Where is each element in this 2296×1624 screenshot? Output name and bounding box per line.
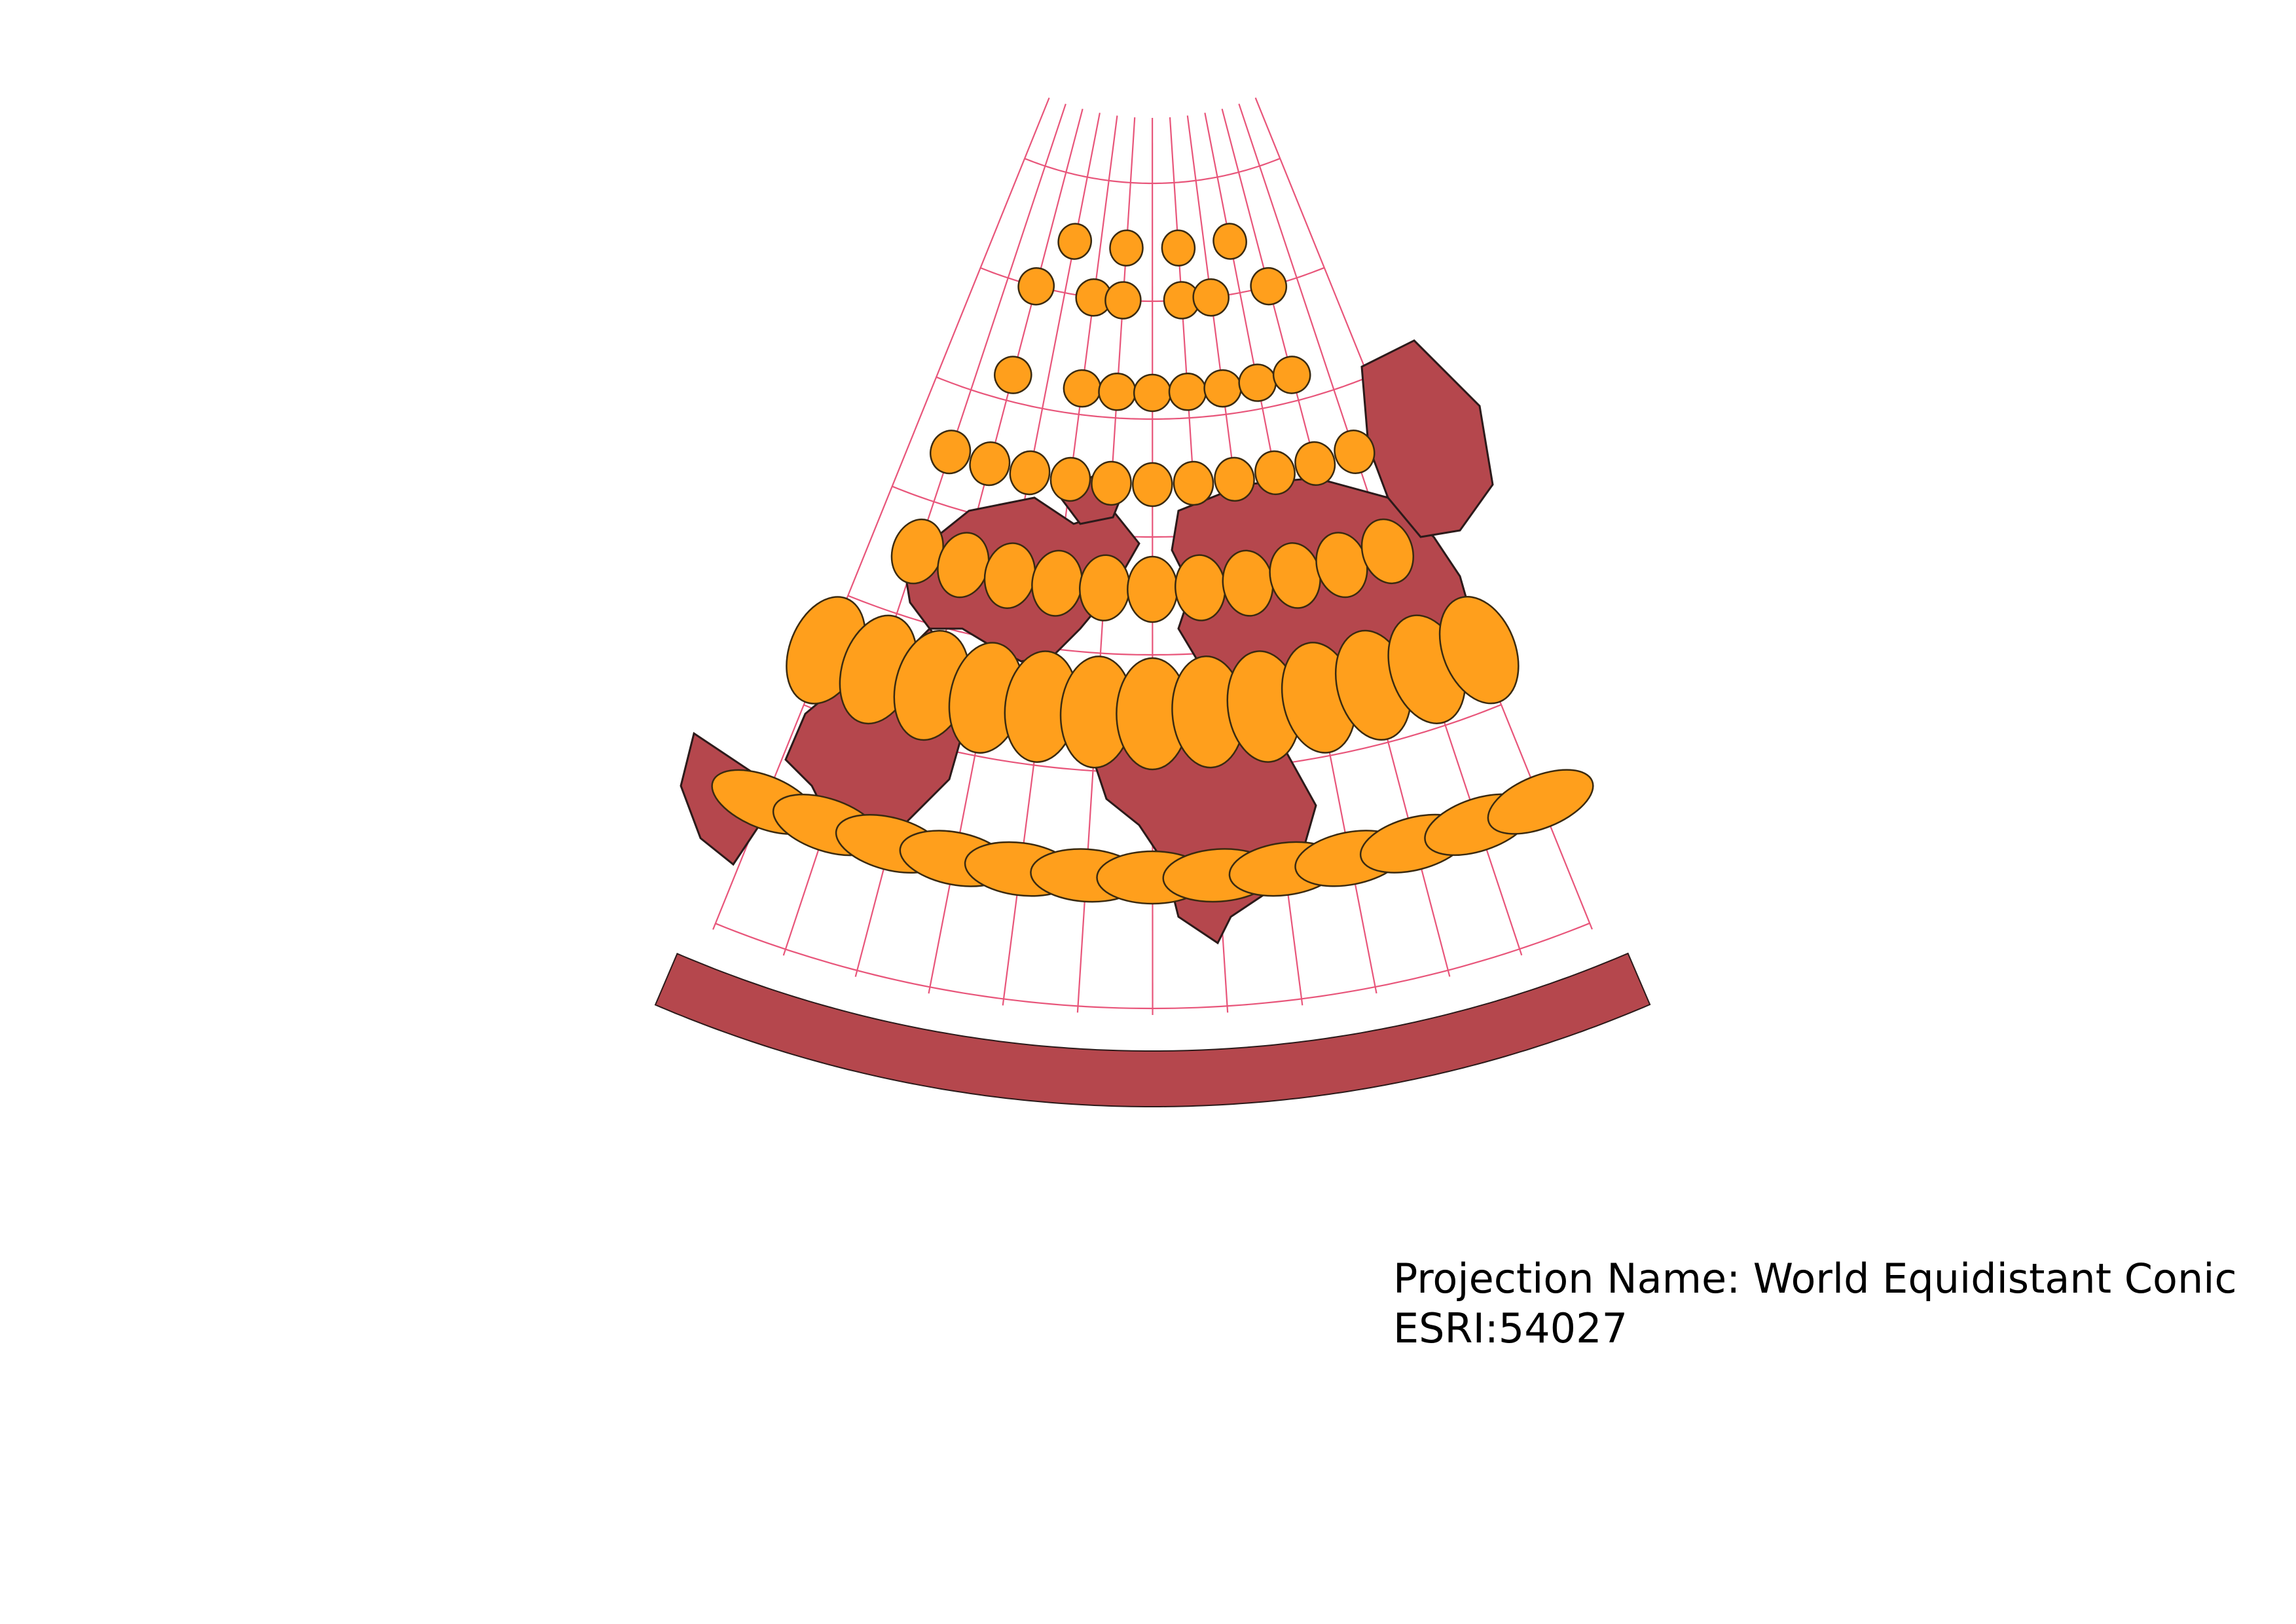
tissot-ellipse xyxy=(1133,373,1172,413)
tissot-ellipse xyxy=(1057,223,1093,260)
tissot-ellipse xyxy=(1098,373,1137,411)
tissot-ellipse xyxy=(1487,769,1594,835)
tissot-ellipse xyxy=(1063,369,1102,408)
tissot-ellipse xyxy=(1250,267,1288,306)
tissot-ellipse xyxy=(930,430,972,475)
tissot-ellipse xyxy=(1238,363,1277,402)
tissot-ellipse xyxy=(1214,456,1255,502)
tissot-ellipse xyxy=(1168,373,1207,411)
tissot-ellipse xyxy=(1254,450,1296,496)
tissot-ellipse xyxy=(1049,456,1091,502)
antarctica-ring xyxy=(654,952,1651,1107)
map-caption: Projection Name: World Equidistant Conic… xyxy=(1393,1254,2237,1353)
tissot-ellipse xyxy=(1161,229,1196,267)
tissot-ellipse xyxy=(969,441,1011,487)
tissot-ellipse xyxy=(1212,223,1247,260)
tissot-ellipse xyxy=(1109,229,1144,267)
tissot-ellipse xyxy=(1173,460,1214,506)
tissot-ellipse xyxy=(1294,441,1336,486)
tissot-ellipse xyxy=(1132,462,1173,507)
projection-name: Projection Name: World Equidistant Conic xyxy=(1393,1255,2237,1302)
tissot-ellipse xyxy=(1009,450,1051,496)
tissot-ellipse xyxy=(1127,555,1178,623)
tissot-ellipse xyxy=(1272,356,1311,394)
tissot-ellipse xyxy=(1017,267,1055,306)
asia-pacific-coast xyxy=(1360,339,1494,538)
tissot-ellipse xyxy=(1438,595,1520,705)
tissot-ellipse xyxy=(1203,369,1242,408)
tissot-ellipse xyxy=(994,356,1032,394)
tissot-ellipse xyxy=(1334,430,1376,474)
tissot-indicatrix xyxy=(711,223,1594,905)
tissot-ellipse xyxy=(1091,460,1132,506)
tissot-ellipse xyxy=(1192,278,1230,317)
antarctica-outline xyxy=(654,952,1651,1107)
tissot-ellipse xyxy=(1360,518,1415,585)
tissot-ellipse xyxy=(1104,281,1142,320)
crs-code: ESRI:54027 xyxy=(1393,1304,1628,1352)
